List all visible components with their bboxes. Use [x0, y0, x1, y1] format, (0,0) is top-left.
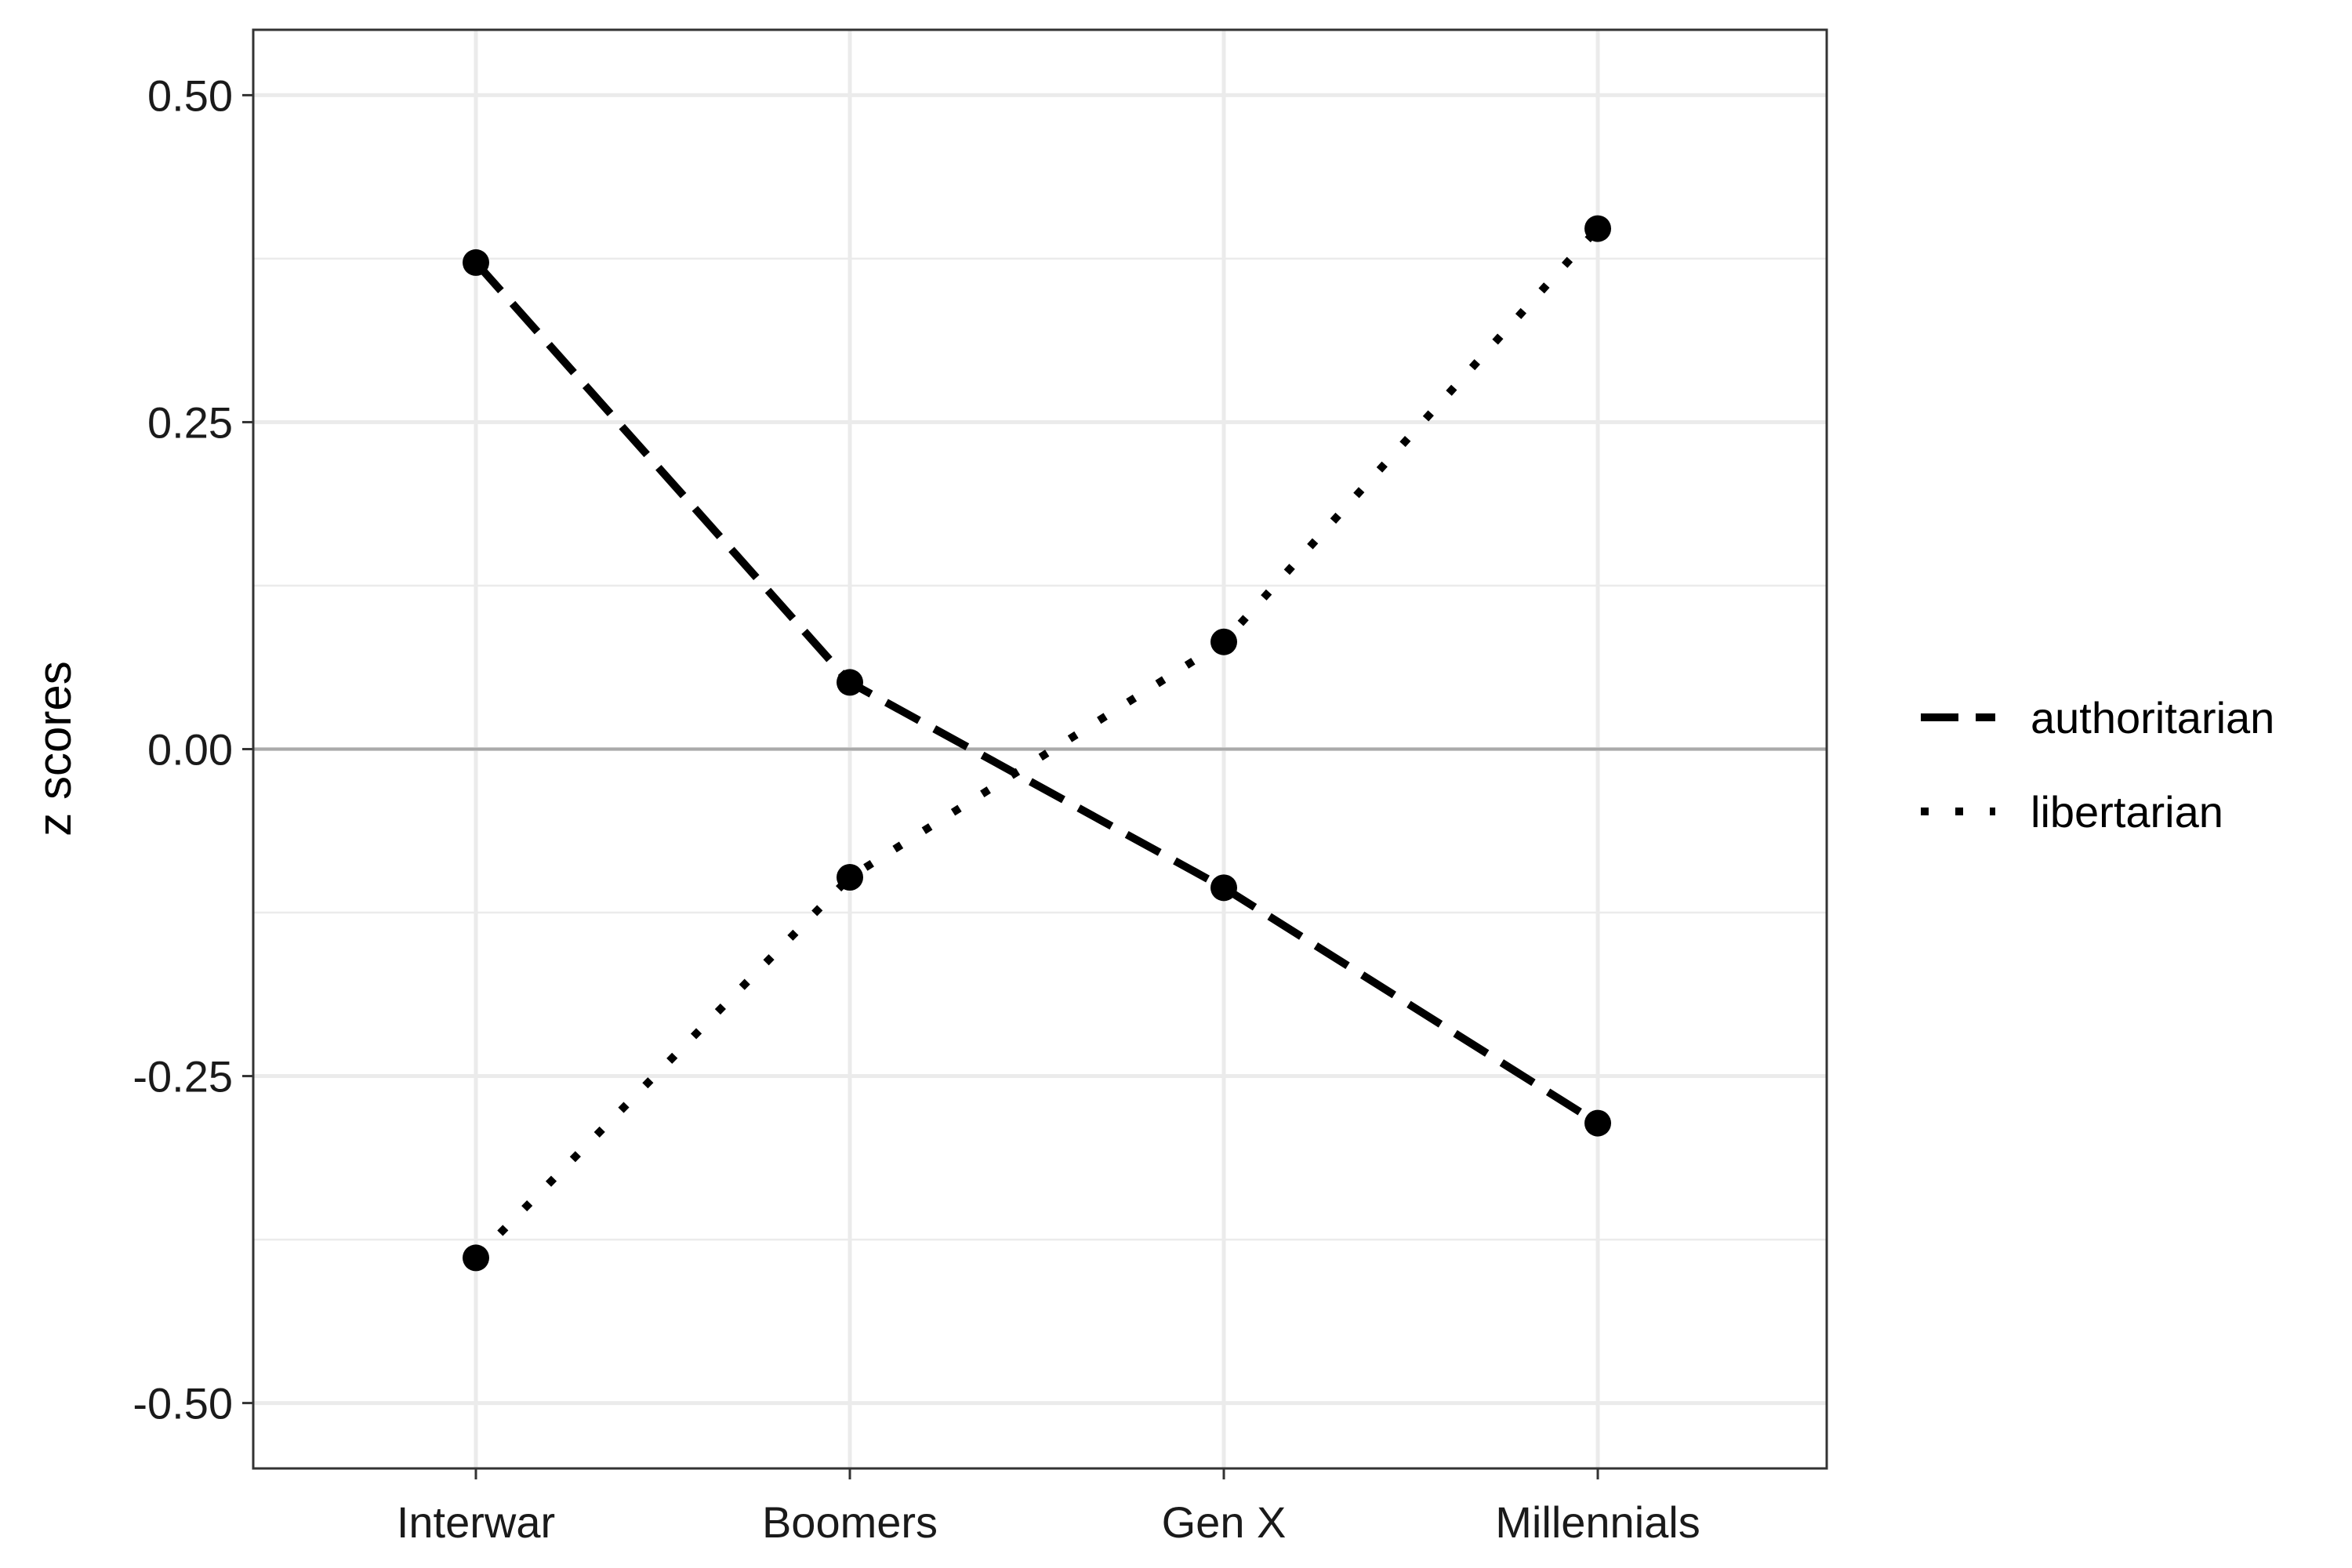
- x-tick-label: Gen X: [1162, 1497, 1287, 1547]
- x-tick-label: Boomers: [762, 1497, 938, 1547]
- axes: 0.50 0.25 0.00 -0.25 -0.50 Interwar Boomers Gen…: [132, 71, 1700, 1547]
- data-point-libertarian: [837, 863, 863, 891]
- data-point-authoritarian: [463, 249, 489, 276]
- legend-label-libertarian: libertarian: [2031, 787, 2223, 837]
- data-point-authoritarian: [837, 669, 863, 696]
- y-tick-label: -0.25: [132, 1052, 233, 1102]
- y-tick-label: 0.25: [147, 397, 233, 447]
- y-tick-label: -0.50: [132, 1379, 233, 1428]
- data-point-libertarian: [1584, 215, 1611, 242]
- series-line-authoritarian: [473, 260, 1600, 1127]
- y-axis-title: z scores: [28, 661, 81, 836]
- data-point-libertarian: [1210, 628, 1237, 655]
- legend: authoritarian libertarian: [1921, 693, 2274, 837]
- x-tick-label: Interwar: [397, 1497, 555, 1547]
- x-tick-label: Millennials: [1495, 1497, 1700, 1547]
- data-point-authoritarian: [1210, 874, 1237, 902]
- data-point-libertarian: [463, 1244, 489, 1272]
- y-tick-label: 0.00: [147, 725, 233, 775]
- legend-label-authoritarian: authoritarian: [2031, 693, 2274, 742]
- data-point-authoritarian: [1584, 1109, 1611, 1137]
- series-group: [463, 215, 1611, 1272]
- y-tick-label: 0.50: [147, 71, 233, 120]
